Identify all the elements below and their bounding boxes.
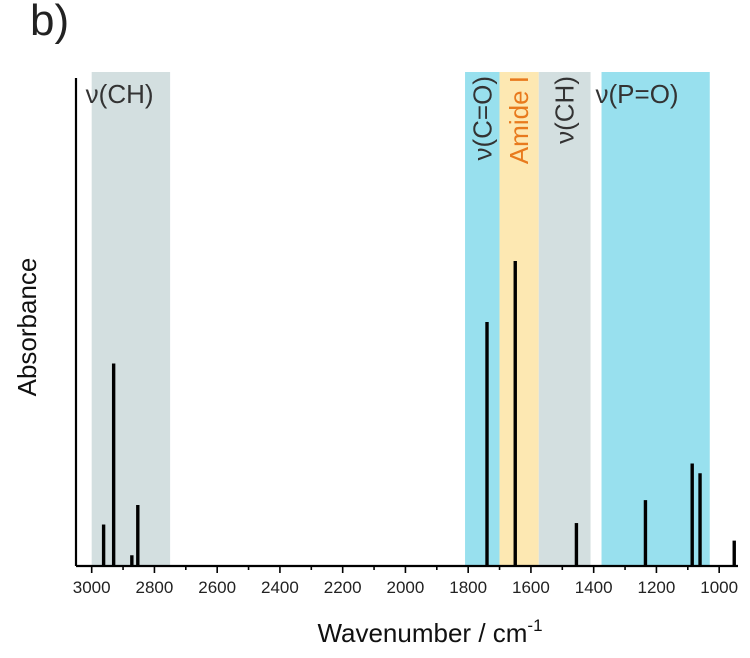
band-layer (91, 72, 710, 566)
band-label-1: ν(CH) (86, 79, 154, 109)
band-label-4: ν(CH) (550, 76, 580, 144)
x-tick-label-3000: 3000 (73, 578, 111, 597)
x-tick-label-2600: 2600 (198, 578, 236, 597)
x-tick-label-2800: 2800 (136, 578, 174, 597)
panel-label: b) (30, 0, 70, 45)
band-label-2: ν(C=O) (467, 76, 497, 161)
x-tick-label-1400: 1400 (575, 578, 613, 597)
x-axis-title-superscript: -1 (527, 616, 542, 635)
x-tick-label-1200: 1200 (638, 578, 676, 597)
band-1 (91, 72, 171, 566)
band-2 (465, 72, 500, 566)
x-tick-label-2000: 2000 (387, 578, 425, 597)
x-axis-title: Wavenumber / cm-1 (317, 616, 542, 648)
band-label-layer: ν(CH) ν(C=O) Amide I ν(CH) ν(P=O) (86, 76, 679, 164)
peak-layer (101, 261, 736, 566)
band-label-5: ν(P=O) (596, 79, 679, 109)
x-tick-label-2400: 2400 (261, 578, 299, 597)
band-4 (538, 72, 591, 566)
x-tick-label-1000: 1000 (700, 578, 738, 597)
x-tick-label-1800: 1800 (449, 578, 487, 597)
band-label-3: Amide I (504, 76, 534, 164)
x-tick-layer: 3000 2800 2600 2400 2200 2000 1800 1600 1400 1200… (73, 566, 738, 597)
x-tick-label-2200: 2200 (324, 578, 362, 597)
band-3 (499, 72, 539, 566)
y-axis-title: Absorbance (12, 258, 42, 397)
x-axis-title-text: Wavenumber / cm (317, 618, 527, 648)
x-tick-label-1600: 1600 (512, 578, 550, 597)
